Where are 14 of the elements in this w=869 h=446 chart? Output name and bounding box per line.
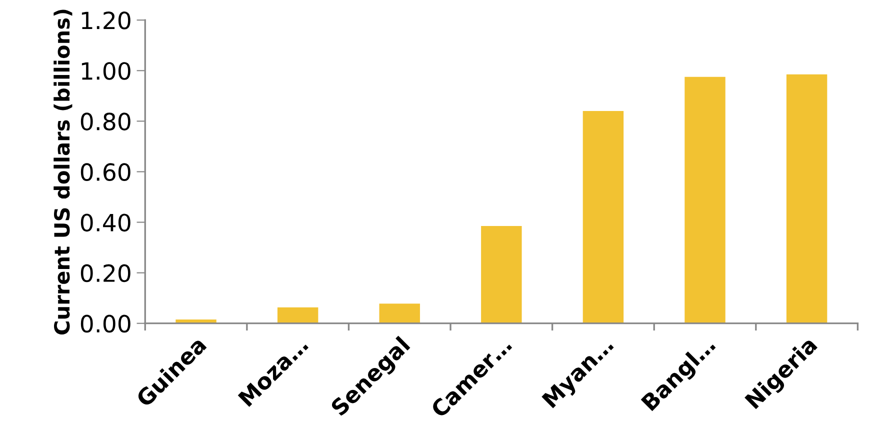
bar — [684, 76, 726, 324]
y-tick-label: 0.00 — [80, 314, 130, 333]
bar — [277, 307, 318, 324]
y-tick-label: 0.80 — [80, 112, 130, 130]
y-tick-label: 0.20 — [80, 264, 130, 282]
y-tick-label: 1.00 — [82, 62, 130, 80]
bar — [582, 111, 624, 324]
bar — [481, 226, 522, 324]
bar — [786, 74, 828, 324]
y-tick-label: 0.40 — [80, 214, 130, 232]
y-tick-label: 1.20 — [82, 12, 130, 30]
y-tick-label: 0.60 — [80, 163, 130, 182]
bar — [379, 304, 420, 324]
y-axis-title: Current US dollars (billions) — [54, 10, 72, 334]
